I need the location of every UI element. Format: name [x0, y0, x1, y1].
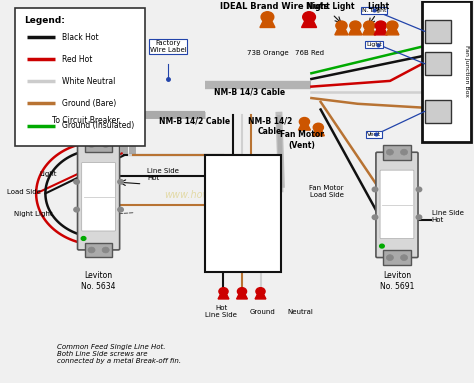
- FancyBboxPatch shape: [380, 170, 414, 239]
- Circle shape: [303, 12, 315, 22]
- Polygon shape: [386, 21, 399, 35]
- Text: Fan Motor
(Vent): Fan Motor (Vent): [280, 130, 324, 150]
- Circle shape: [387, 21, 398, 30]
- Text: Ground: Ground: [250, 309, 276, 315]
- Bar: [425, 20, 451, 43]
- Text: 76B Red: 76B Red: [294, 51, 324, 56]
- Circle shape: [88, 247, 95, 253]
- Text: Neutral: Neutral: [287, 309, 313, 315]
- Circle shape: [372, 187, 378, 192]
- Text: Night Light: Night Light: [306, 2, 354, 11]
- Circle shape: [313, 123, 323, 132]
- Text: Light: Light: [366, 42, 382, 47]
- Text: www.how-to-wire-it.com: www.how-to-wire-it.com: [164, 190, 283, 200]
- Polygon shape: [260, 12, 275, 28]
- Circle shape: [350, 21, 361, 30]
- Circle shape: [102, 142, 109, 147]
- Bar: [425, 52, 451, 75]
- Polygon shape: [349, 21, 362, 35]
- Polygon shape: [218, 288, 229, 299]
- Text: Line Side
Hot: Line Side Hot: [432, 210, 464, 223]
- Circle shape: [416, 215, 422, 219]
- Bar: [422, 1, 471, 142]
- Text: Black Hot: Black Hot: [62, 33, 98, 41]
- Circle shape: [364, 21, 375, 30]
- Polygon shape: [335, 21, 348, 35]
- Text: Common Feed Single Line Hot.
Both Line Side screws are
connected by a metal Brea: Common Feed Single Line Hot. Both Line S…: [57, 344, 181, 364]
- Text: 73B Orange: 73B Orange: [246, 51, 288, 56]
- Bar: [15, 8, 145, 146]
- FancyBboxPatch shape: [82, 162, 116, 231]
- Circle shape: [372, 215, 378, 219]
- Text: Fan Junction Box: Fan Junction Box: [464, 45, 469, 97]
- Text: NM-B 14/2
Cable: NM-B 14/2 Cable: [247, 117, 292, 136]
- Circle shape: [102, 247, 109, 253]
- Circle shape: [118, 207, 123, 212]
- Circle shape: [74, 180, 79, 184]
- Text: To Circuit Breaker: To Circuit Breaker: [52, 116, 120, 126]
- FancyBboxPatch shape: [78, 145, 119, 250]
- Circle shape: [380, 244, 384, 248]
- Polygon shape: [299, 118, 310, 130]
- Polygon shape: [237, 288, 247, 299]
- Circle shape: [261, 12, 274, 22]
- Circle shape: [256, 288, 265, 295]
- Text: N. Light: N. Light: [362, 8, 386, 13]
- Text: IDEAL Brand Wire Nuts: IDEAL Brand Wire Nuts: [220, 2, 328, 11]
- Circle shape: [386, 255, 393, 260]
- Text: NM-B 14/3 Cable: NM-B 14/3 Cable: [214, 88, 285, 97]
- Text: Vent: Vent: [367, 132, 381, 137]
- Circle shape: [118, 180, 123, 184]
- FancyBboxPatch shape: [376, 152, 418, 257]
- Circle shape: [401, 149, 408, 155]
- Circle shape: [336, 21, 347, 30]
- Bar: [85, 137, 112, 152]
- Circle shape: [416, 187, 422, 192]
- Circle shape: [74, 207, 79, 212]
- Text: Line Side
Hot: Line Side Hot: [147, 168, 179, 181]
- Circle shape: [88, 142, 95, 147]
- Bar: [383, 145, 411, 160]
- Text: Leviton
No. 5634: Leviton No. 5634: [82, 272, 116, 291]
- Circle shape: [375, 21, 386, 30]
- Text: White Neutral: White Neutral: [62, 77, 115, 86]
- Text: Leviton
No. 5691: Leviton No. 5691: [380, 272, 414, 291]
- Circle shape: [300, 118, 310, 126]
- Circle shape: [219, 288, 228, 295]
- Text: Night Light: Night Light: [14, 211, 52, 218]
- Polygon shape: [255, 288, 266, 299]
- Text: NM-B 14/2 Cable: NM-B 14/2 Cable: [159, 116, 230, 126]
- Text: Light: Light: [39, 171, 57, 177]
- Bar: [383, 250, 411, 265]
- Circle shape: [237, 288, 246, 295]
- Bar: [425, 100, 451, 123]
- Text: Fan Motor
Load Side: Fan Motor Load Side: [309, 185, 344, 198]
- Circle shape: [401, 255, 408, 260]
- Polygon shape: [312, 124, 324, 136]
- Text: Legend:: Legend:: [25, 16, 65, 25]
- Bar: [205, 155, 282, 272]
- Text: Hot
Line Side: Hot Line Side: [205, 305, 237, 318]
- Bar: [85, 242, 112, 257]
- Text: Ground (Bare): Ground (Bare): [62, 99, 116, 108]
- Text: Load Side: Load Side: [7, 188, 41, 195]
- Circle shape: [81, 237, 86, 241]
- Text: Red Hot: Red Hot: [62, 55, 92, 64]
- Text: Factory
Wire Label: Factory Wire Label: [150, 40, 186, 53]
- Text: Light: Light: [367, 2, 390, 11]
- Text: Ground (Insulated): Ground (Insulated): [62, 121, 134, 130]
- Polygon shape: [374, 21, 387, 35]
- Polygon shape: [363, 21, 376, 35]
- Circle shape: [386, 149, 393, 155]
- Polygon shape: [301, 12, 317, 28]
